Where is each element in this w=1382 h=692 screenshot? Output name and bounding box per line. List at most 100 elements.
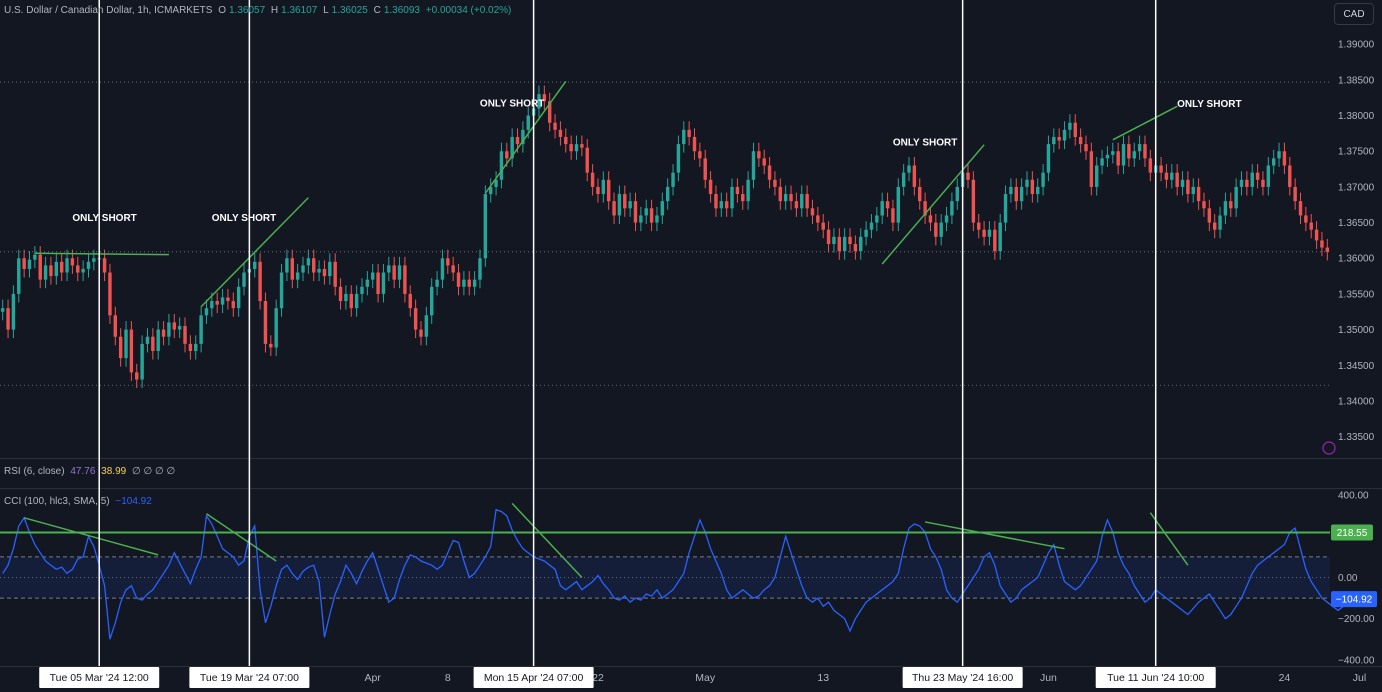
candle-body [558, 129, 563, 137]
candle-body [242, 272, 246, 287]
candle-body [800, 194, 804, 209]
candle-body [11, 293, 16, 330]
candle-body [1229, 201, 1233, 209]
candle-body [440, 258, 445, 280]
currency-button[interactable]: CAD [1334, 3, 1374, 25]
candle-body [1223, 201, 1228, 216]
candle-body [719, 201, 724, 209]
candle-body [853, 243, 858, 252]
candle-body [1025, 179, 1029, 187]
candle-body [1298, 201, 1303, 216]
candle-body [633, 201, 638, 223]
candle-body [692, 136, 697, 152]
open-label: O [218, 5, 226, 16]
symbol-title[interactable]: U.S. Dollar / Canadian Dollar, 1h, ICMAR… [4, 5, 213, 16]
candle-body [462, 279, 466, 287]
rsi-label: RSI (6, close) [4, 466, 65, 477]
cci-axis-label: −400.00 [1338, 655, 1375, 666]
candle-body [429, 286, 434, 316]
highlight-time-tag [189, 667, 310, 688]
highlight-time-tag [473, 667, 594, 688]
candle-body [220, 297, 225, 305]
candle-body [92, 258, 96, 262]
candle-body [113, 315, 118, 337]
candle-body [714, 194, 718, 209]
candle-body [467, 279, 471, 287]
candle-body [1180, 179, 1185, 187]
candle-body [842, 236, 847, 252]
candle-body [971, 179, 976, 223]
candle-body [274, 308, 278, 348]
candle-body [317, 268, 321, 273]
candle-body [574, 144, 579, 152]
candle-body [580, 144, 584, 148]
candle-body [1288, 165, 1292, 187]
candle-body [312, 258, 316, 273]
candle-body [612, 201, 616, 216]
candle-body [1030, 179, 1035, 195]
candle-body [735, 186, 740, 195]
candle-body [43, 265, 48, 280]
candle-body [54, 261, 59, 277]
rsi-value-1: 47.76 [70, 466, 96, 477]
candle-body [510, 136, 514, 159]
candle-body [226, 297, 230, 302]
candle-body [22, 258, 26, 269]
candle-body [1164, 172, 1169, 180]
candle-body [1207, 208, 1212, 223]
candle-body [1143, 144, 1147, 159]
candle-body [392, 265, 396, 280]
candle-body [521, 129, 525, 145]
price-axis-label: 1.39000 [1338, 40, 1375, 51]
only-short-annotation: ONLY SHORT [480, 98, 544, 109]
candle-body [553, 122, 557, 130]
candle-body [773, 179, 777, 187]
candle-body [655, 215, 659, 223]
candle-body [1196, 186, 1201, 202]
candle-body [848, 236, 852, 244]
candle-body [859, 236, 863, 252]
highlight-time-label: Tue 11 Jun '24 10:00 [1107, 672, 1204, 684]
candle-body [59, 261, 64, 273]
candle-body [49, 265, 53, 277]
cci-current-tag [1331, 591, 1377, 608]
cci-axis-label: 0.00 [1338, 573, 1358, 584]
candle-body [1137, 144, 1142, 152]
time-axis-label: 13 [817, 672, 829, 684]
candle-body [875, 215, 879, 223]
candle-body [928, 215, 933, 223]
price-trendline [484, 80, 567, 194]
candle-body [885, 201, 890, 209]
candle-body [1186, 179, 1190, 195]
candle-body [746, 179, 750, 202]
candle-body [912, 165, 917, 187]
time-axis-label: 24 [1279, 672, 1291, 684]
candle-body [998, 222, 1002, 252]
symbol-legend: U.S. Dollar / Canadian Dollar, 1h, ICMAR… [4, 5, 514, 16]
candle-body [108, 272, 112, 316]
cci-legend[interactable]: CCI (100, hlc3, SMA, 5) −104.92 [4, 496, 155, 507]
rsi-legend[interactable]: RSI (6, close) 47.76 38.99 ∅ ∅ ∅ ∅ [4, 466, 178, 477]
candle-body [456, 272, 461, 287]
open-value: 1.36057 [228, 5, 266, 16]
candle-body [177, 326, 182, 330]
candle-body [494, 179, 498, 187]
candle-body [65, 258, 69, 273]
candle-body [397, 265, 402, 280]
cci-level-tag [1331, 524, 1373, 541]
time-axis-label: 22 [592, 672, 604, 684]
candle-body [70, 258, 75, 266]
candle-body [934, 222, 938, 237]
candle-body [1089, 151, 1094, 187]
price-axis-label: 1.35000 [1338, 325, 1375, 336]
candle-body [1212, 222, 1217, 230]
rsi-empty-values: ∅ ∅ ∅ ∅ [131, 466, 176, 477]
candle-body [33, 254, 37, 260]
candle-body [338, 286, 343, 302]
candle-body [1202, 201, 1206, 209]
high-label: H [270, 5, 279, 16]
low-label: L [323, 5, 329, 16]
candle-body [805, 194, 809, 209]
candle-body [1046, 144, 1051, 173]
